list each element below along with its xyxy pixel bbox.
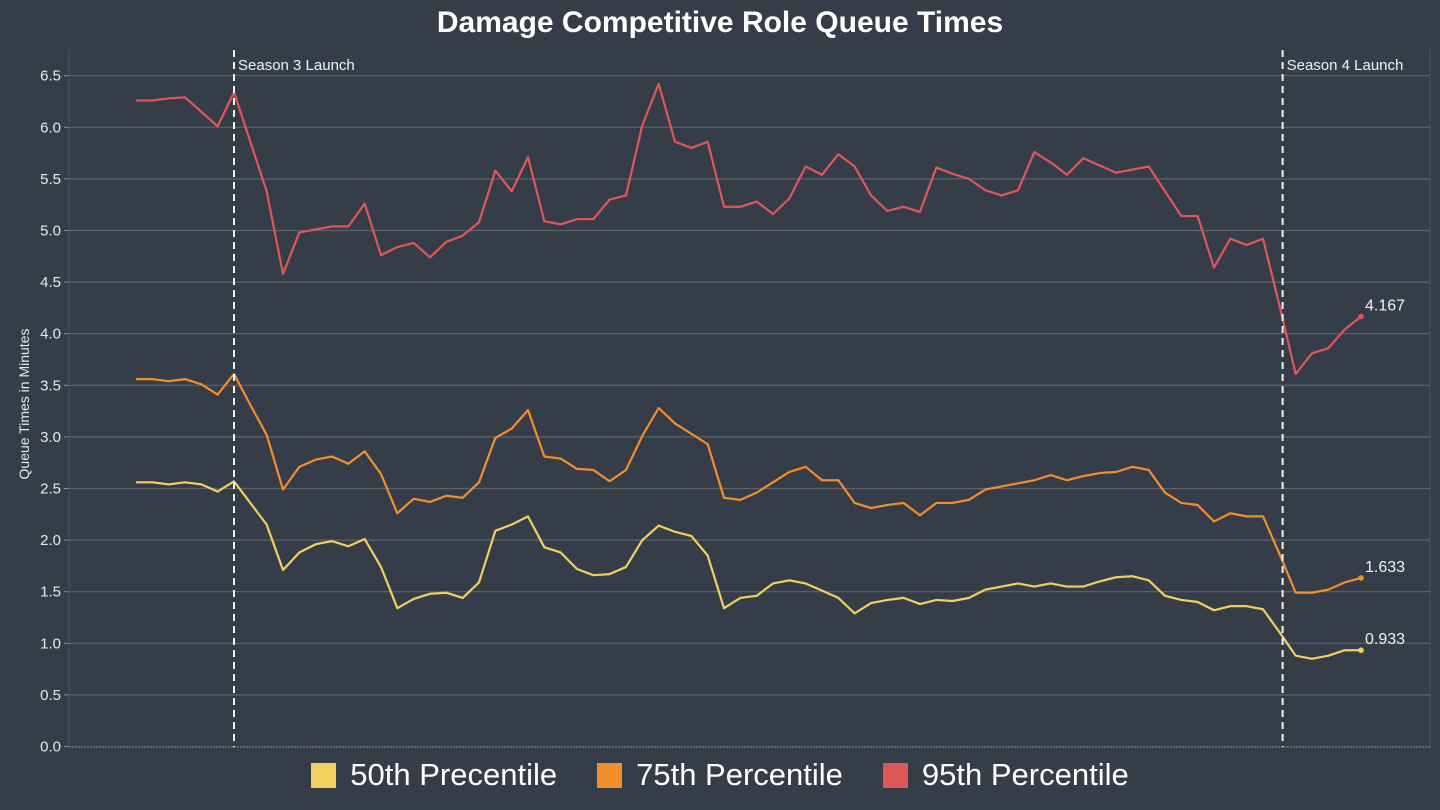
- gridlines: [64, 75, 1430, 747]
- y-tick-label: 2.5: [40, 481, 61, 498]
- legend: 50th Precentile 75th Percentile 95th Per…: [0, 757, 1440, 793]
- series-line-0: [136, 480, 1361, 660]
- legend-swatch-50th: [311, 762, 337, 788]
- legend-swatch-95th: [882, 762, 908, 788]
- legend-label-75th: 75th Percentile: [636, 757, 843, 792]
- y-tick-label: 6.5: [40, 68, 61, 85]
- end-value-label: 1.633: [1365, 559, 1405, 576]
- legend-label-50th: 50th Precentile: [350, 757, 558, 792]
- legend-item-50th[interactable]: 50th Precentile: [311, 757, 557, 793]
- y-tick-label: 1.0: [40, 635, 61, 652]
- end-value-label: 0.933: [1365, 631, 1405, 648]
- legend-item-95th[interactable]: 95th Percentile: [882, 757, 1129, 793]
- y-tick-labels: 0.0 0.5 1.0 1.5 2.0 2.5 3.0 3.5 4.0 4.5 5.0 5.5 6.0 6…: [40, 68, 61, 756]
- y-tick-label: 0.5: [40, 687, 61, 704]
- y-tick-label: 5.0: [40, 223, 61, 240]
- legend-swatch-75th: [597, 762, 623, 788]
- y-tick-label: 4.5: [40, 274, 61, 291]
- legend-item-75th[interactable]: 75th Percentile: [597, 757, 843, 793]
- y-tick-label: 1.5: [40, 584, 61, 601]
- y-tick-label: 2.0: [40, 532, 61, 549]
- series-end-point: [1358, 647, 1364, 654]
- annotation-label: Season 3 Launch: [238, 57, 355, 74]
- end-value-label: 4.167: [1365, 297, 1405, 314]
- annotation-label: Season 4 Launch: [1287, 57, 1404, 74]
- series-line-2: [136, 82, 1362, 376]
- chart-title: Damage Competitive Role Queue Times: [436, 6, 1004, 39]
- series-lines: 0.933 1.633 4.167: [136, 82, 1405, 660]
- y-tick-label: 5.5: [40, 171, 61, 188]
- y-tick-label: 3.5: [40, 377, 61, 394]
- y-axis-label: Queue Times in Minutes: [16, 329, 32, 480]
- series-end-point: [1358, 313, 1364, 320]
- legend-label-95th: 95th Percentile: [921, 757, 1129, 792]
- y-tick-label: 4.0: [40, 326, 61, 343]
- series-line-1: [136, 372, 1362, 594]
- annotations: Season 3 Launch Season 4 Launch: [233, 50, 1404, 747]
- y-tick-label: 0.0: [40, 739, 61, 756]
- series-end-point: [1358, 575, 1364, 581]
- y-tick-label: 6.0: [40, 119, 61, 136]
- y-tick-label: 3.0: [40, 429, 61, 446]
